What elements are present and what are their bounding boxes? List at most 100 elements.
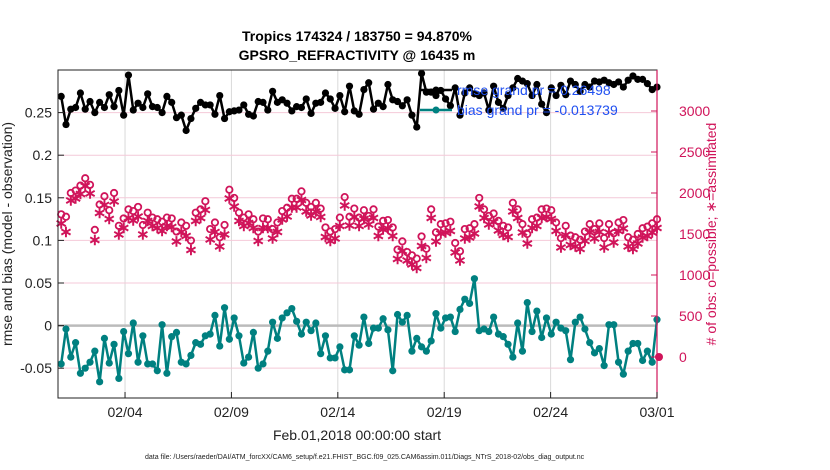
- assimilated-obs-point: ∗: [112, 226, 125, 243]
- possible-obs-point: [427, 205, 436, 214]
- possible-obs-point: [230, 193, 239, 203]
- possible-obs-point: [95, 200, 104, 209]
- rmse-point: [249, 112, 257, 120]
- y-tick-label: 0.1: [33, 232, 53, 248]
- assimilated-obs-point: ∗: [223, 190, 236, 207]
- bias-point: [100, 334, 109, 342]
- possible-obs-point: [268, 224, 277, 234]
- assimilated-obs-point: ∗: [256, 220, 269, 237]
- bias-point: [413, 334, 421, 342]
- y-tick-label: 0.25: [25, 105, 52, 121]
- assimilated-obs-point: ∗: [304, 208, 317, 225]
- legend-bias-label: bias grand pr = -0.013739: [457, 102, 618, 118]
- bias-point: [196, 340, 205, 348]
- assimilated-obs-point: ∗: [328, 230, 341, 247]
- assimilated-obs-point: ∗: [290, 199, 303, 216]
- possible-obs-point: [124, 205, 133, 214]
- bias-point: [81, 364, 89, 372]
- rmse-point: [490, 82, 498, 90]
- assimilated-obs-point: ∗: [477, 210, 490, 227]
- y-tick-label: 0: [44, 318, 52, 334]
- bias-point: [466, 299, 474, 308]
- rmse-point: [341, 108, 349, 116]
- possible-obs-point: [379, 216, 388, 225]
- possible-obs-point: [398, 237, 407, 246]
- bias-point: [259, 360, 267, 368]
- bias-point: [115, 374, 123, 383]
- rmse-point: [235, 106, 243, 114]
- possible-obs-point: [273, 218, 282, 227]
- rmse-point: [81, 105, 89, 113]
- bias-point: [312, 319, 320, 327]
- assimilated-obs-point: ∗: [429, 234, 442, 251]
- assimilated-obs-point: ∗: [74, 186, 87, 203]
- possible-obs-point: [619, 215, 628, 225]
- rmse-point: [562, 91, 570, 99]
- rmse-point: [302, 95, 310, 103]
- bias-point: [461, 295, 469, 303]
- rmse-point: [494, 98, 503, 106]
- bias-point: [273, 334, 282, 342]
- bias-point: [249, 328, 257, 336]
- assimilated-obs-point: ∗: [59, 224, 72, 241]
- bias-point: [254, 364, 262, 372]
- y-tick-label: 0.15: [25, 190, 52, 206]
- assimilated-obs-point: ∗: [492, 222, 505, 239]
- assimilated-obs-point: ∗: [208, 224, 221, 241]
- rmse-point: [384, 80, 392, 89]
- possible-obs-point: [374, 222, 383, 231]
- assimilated-obs-point: ∗: [107, 194, 120, 211]
- rmse-point: [317, 98, 325, 106]
- bias-point: [379, 315, 387, 323]
- assimilated-obs-point: ∗: [497, 227, 510, 244]
- assimilated-obs-point: ∗: [122, 210, 135, 227]
- rmse-point: [552, 91, 560, 100]
- assimilated-obs-point: ∗: [83, 185, 96, 202]
- assimilated-obs-point: ∗: [343, 217, 356, 234]
- possible-obs-point: [225, 185, 234, 194]
- x-tick-label: 02/04: [108, 404, 143, 420]
- assimilated-obs-point: ∗: [626, 241, 639, 258]
- possible-obs-point: [90, 225, 99, 234]
- rmse-point: [105, 91, 113, 99]
- x-axis: 02/04 02/09 02/14 02/19 02/24 03/01: [108, 392, 675, 420]
- bias-point: [76, 369, 85, 377]
- bias-point: [278, 314, 286, 322]
- bias-point: [528, 327, 536, 336]
- assimilated-obs-point: ∗: [376, 221, 389, 238]
- assimilated-obs-point: ∗: [535, 210, 548, 227]
- possible-obs-point: [518, 220, 527, 229]
- possible-obs-point: [561, 221, 570, 230]
- rmse-point: [446, 102, 454, 110]
- possible-obs-point: [479, 205, 489, 214]
- rmse-point: [264, 106, 272, 114]
- possible-obs-point: [76, 181, 85, 190]
- y-tick-label: -0.05: [20, 360, 52, 376]
- chart-title-line1: Tropics 174324 / 183750 = 94.870%: [242, 28, 473, 44]
- rmse-point: [307, 109, 315, 118]
- bias-point: [211, 311, 219, 319]
- x-tick-label: 03/01: [639, 404, 674, 420]
- possible-obs-point: [61, 212, 71, 221]
- assimilated-obs-point: ∗: [636, 230, 649, 247]
- rmse-point: [192, 104, 200, 112]
- assimilated-obs-point: ∗: [69, 190, 82, 207]
- assimilated-obs-point: ∗: [410, 260, 423, 277]
- assimilated-obs-point: ∗: [525, 220, 538, 237]
- series-bias: [57, 275, 661, 386]
- assimilated-obs-point: ∗: [372, 228, 385, 245]
- rmse-point: [91, 108, 99, 117]
- possible-obs-point: [628, 235, 638, 244]
- possible-obs-point: [503, 223, 513, 232]
- rmse-point: [576, 87, 584, 95]
- rmse-point: [177, 111, 185, 119]
- x-tick-label: 02/19: [427, 404, 462, 420]
- rmse-point: [331, 104, 339, 112]
- y-tick-label: 0.2: [33, 147, 53, 163]
- rmse-point: [321, 89, 330, 97]
- bias-point: [398, 318, 406, 326]
- rmse-point: [129, 106, 137, 114]
- assimilated-obs-point: ∗: [64, 193, 77, 210]
- data-file-footer: data file: /Users/raeder/DAI/ATM_forcXX/…: [145, 454, 585, 461]
- series-layer: ∗∗∗∗∗∗∗∗∗∗∗∗∗∗∗∗∗∗∗∗∗∗∗∗∗∗∗∗∗∗∗∗∗∗∗∗∗∗∗∗…: [54, 69, 664, 386]
